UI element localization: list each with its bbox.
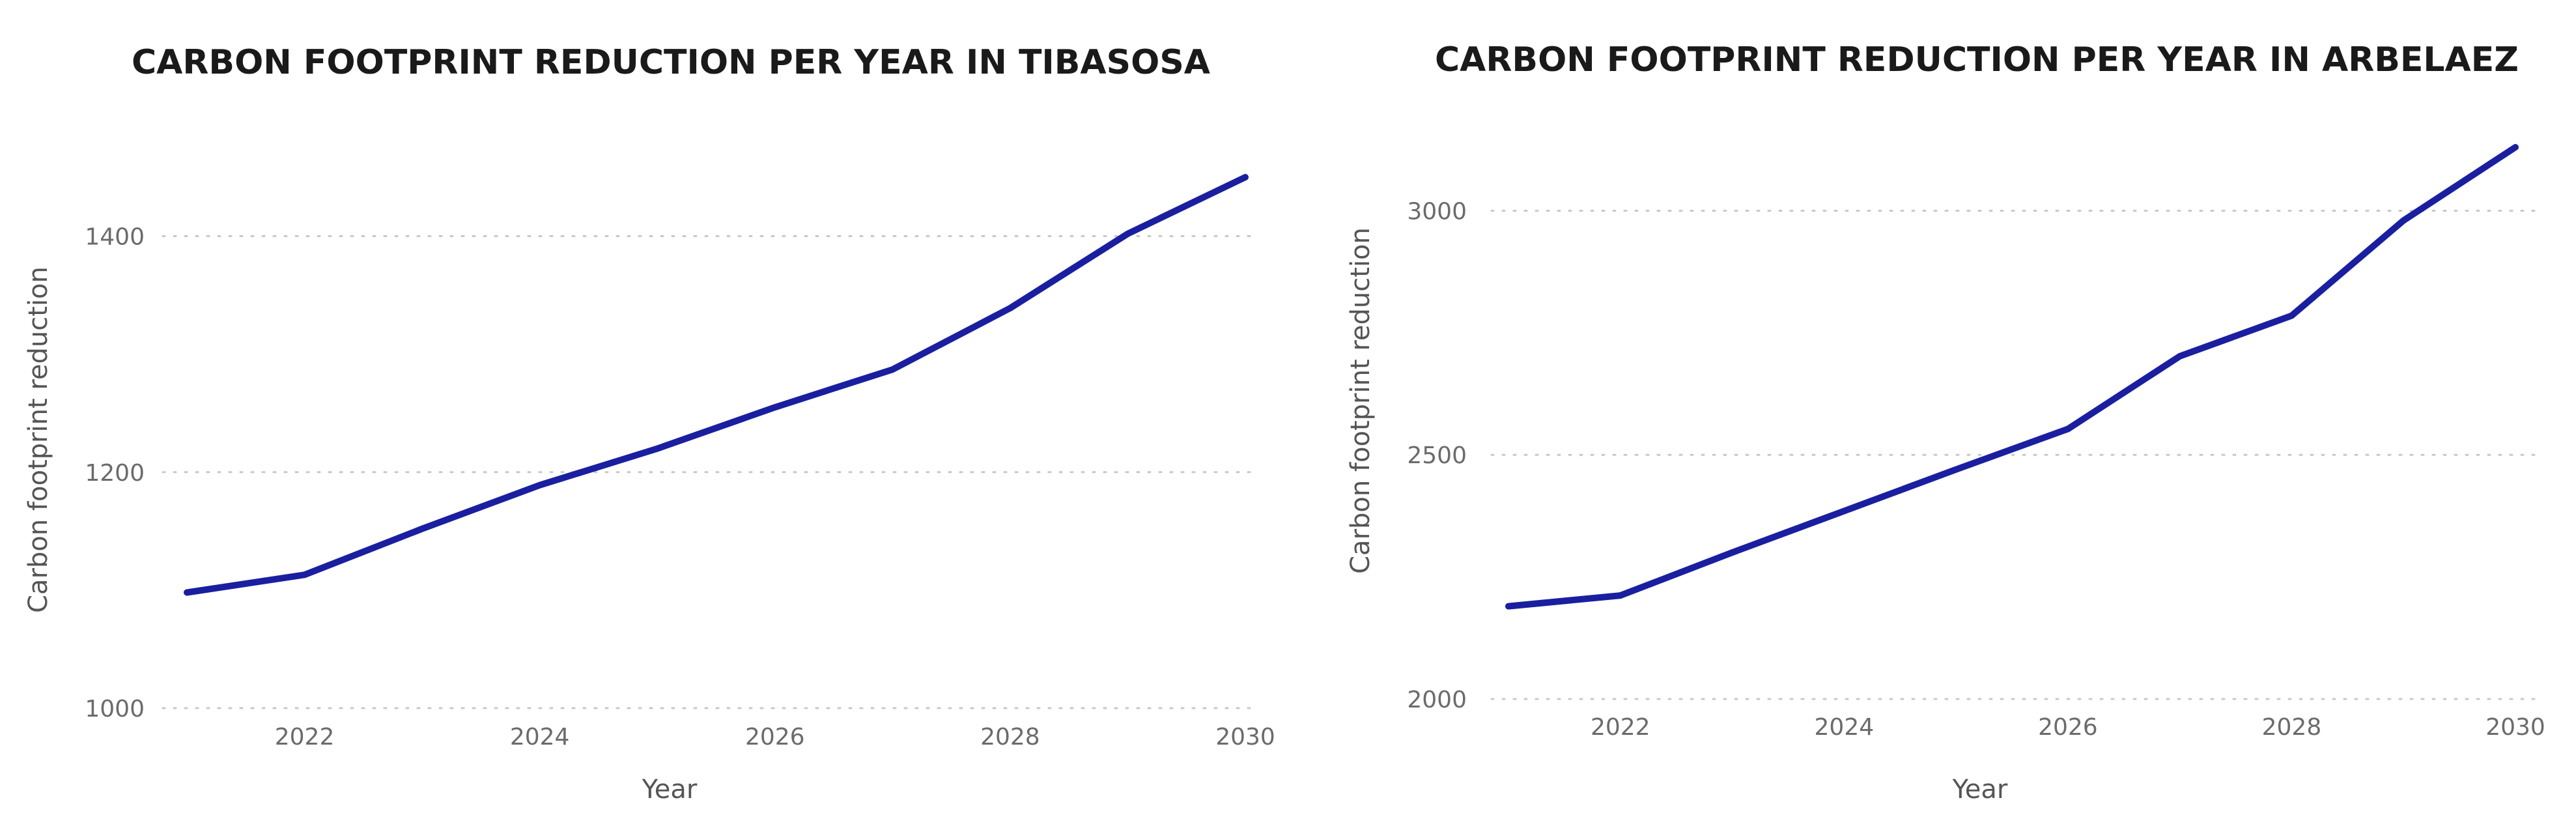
y-tick-label: 1400 [85, 224, 145, 251]
y-tick-label: 2000 [1407, 687, 1467, 713]
y-axis-label: Carbon footprint reduction [1346, 227, 1376, 574]
y-tick-label: 2500 [1407, 442, 1467, 469]
series-line [1505, 144, 2519, 610]
y-tick-label: 1000 [85, 696, 145, 722]
x-tick-label: 2030 [1215, 724, 1275, 750]
data-point [1505, 603, 1512, 610]
data-point [2288, 313, 2295, 319]
data-point [302, 571, 308, 578]
chart-title: CARBON FOOTPRINT REDUCTION PER YEAR IN A… [1435, 40, 2519, 79]
x-axis-label: Year [1952, 775, 2008, 805]
chart-title: CARBON FOOTPRINT REDUCTION PER YEAR IN T… [132, 43, 1210, 82]
x-tick-label: 2022 [275, 724, 335, 750]
x-tick-label: 2024 [1815, 714, 1875, 741]
x-axis-label: Year [642, 775, 698, 805]
data-point [1953, 466, 1959, 473]
y-axis-label: Carbon footprint reduction [23, 266, 53, 613]
data-point [1007, 305, 1013, 311]
data-point [1242, 174, 1249, 180]
data-point [2400, 217, 2407, 223]
data-point [889, 366, 896, 373]
y-tick-label: 3000 [1407, 198, 1467, 225]
chart-arbelaez: CARBON FOOTPRINT REDUCTION PER YEAR IN A… [1346, 40, 2545, 805]
x-tick-label: 2022 [1591, 714, 1650, 741]
data-point [184, 590, 190, 596]
x-tick-label: 2030 [2485, 714, 2545, 741]
data-point [772, 404, 778, 410]
data-point [2512, 144, 2519, 150]
chart-tibasosa: CARBON FOOTPRINT REDUCTION PER YEAR IN T… [23, 43, 1275, 805]
x-tick-label: 2026 [745, 724, 805, 750]
y-tick-label: 1200 [85, 460, 145, 487]
data-point [1841, 507, 1847, 514]
x-tick-label: 2026 [2038, 714, 2098, 741]
x-tick-label: 2028 [2262, 714, 2322, 741]
x-tick-label: 2024 [510, 724, 570, 750]
data-point [2177, 353, 2183, 360]
x-tick-label: 2028 [980, 724, 1040, 750]
data-point [2065, 425, 2071, 432]
data-point [1617, 592, 1624, 599]
data-point [1124, 231, 1131, 237]
data-point [537, 482, 543, 489]
data-point [1729, 549, 1736, 556]
data-point [654, 446, 660, 452]
series-line [184, 174, 1249, 596]
data-point [419, 526, 425, 532]
